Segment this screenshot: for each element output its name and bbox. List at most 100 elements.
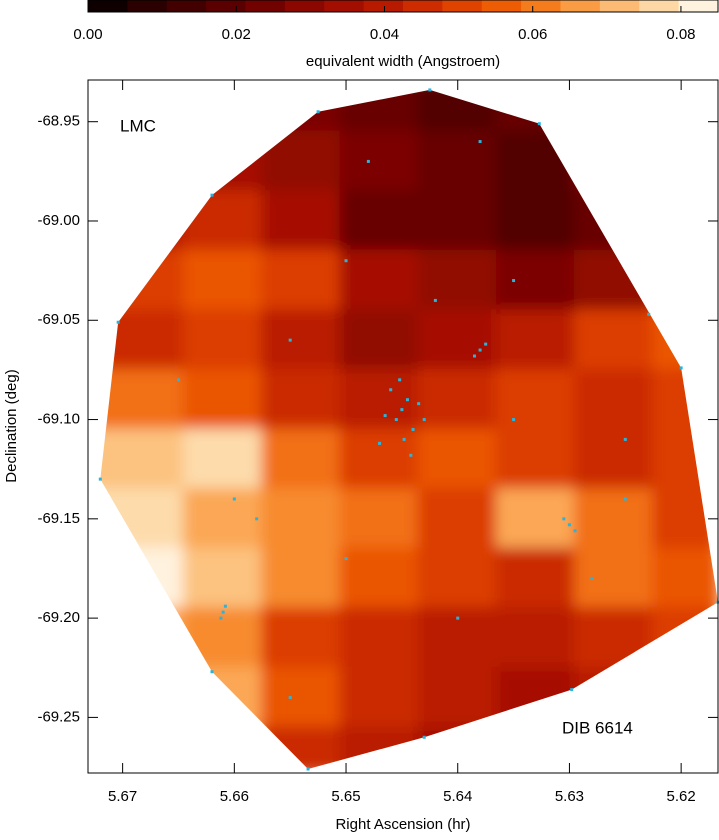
colorbar-block xyxy=(561,0,601,12)
heat-cell xyxy=(183,488,263,550)
star-point xyxy=(512,418,515,421)
star-point xyxy=(423,736,426,739)
map-area xyxy=(87,79,719,774)
heat-cell xyxy=(574,607,654,669)
colorbar-block xyxy=(246,0,286,12)
heat-cell xyxy=(87,428,185,490)
colorbar-tick-label: 0.08 xyxy=(666,26,695,43)
colorbar-block xyxy=(285,0,325,12)
star-point xyxy=(473,355,476,358)
heat-cell xyxy=(652,548,719,610)
heat-cell xyxy=(574,309,654,371)
star-point xyxy=(434,299,437,302)
heat-cell xyxy=(339,428,419,490)
star-point xyxy=(222,611,225,614)
star-point xyxy=(647,313,650,316)
x-tick-label: 5.63 xyxy=(555,788,584,805)
heat-cell xyxy=(183,309,263,371)
y-tick-label: -69.20 xyxy=(37,609,80,626)
heat-cell xyxy=(87,309,185,371)
star-point xyxy=(479,349,482,352)
heatmap xyxy=(87,79,719,774)
y-axis-label: Declination (deg) xyxy=(3,369,20,482)
star-point xyxy=(384,414,387,417)
heat-cell xyxy=(418,369,498,431)
star-point xyxy=(406,398,409,401)
colorbar-block xyxy=(364,0,404,12)
heat-cell xyxy=(183,667,263,729)
annotation: LMC xyxy=(120,116,156,135)
x-tick-label: 5.62 xyxy=(667,788,696,805)
heat-cell xyxy=(87,250,185,312)
heat-cell xyxy=(652,250,719,312)
heat-cell xyxy=(496,369,576,431)
star-point xyxy=(417,402,420,405)
star-point xyxy=(224,605,227,608)
colorbar-block xyxy=(600,0,640,12)
heat-cell xyxy=(652,79,719,133)
colorbar-block xyxy=(679,0,719,12)
star-point xyxy=(456,617,459,620)
heat-cell xyxy=(87,369,185,431)
star-point xyxy=(255,517,258,520)
heat-cell xyxy=(339,488,419,550)
star-point xyxy=(484,343,487,346)
heat-cell xyxy=(183,607,263,669)
star-point xyxy=(177,378,180,381)
star-point xyxy=(512,279,515,282)
heat-cell xyxy=(261,190,341,252)
heat-cell xyxy=(339,726,419,774)
heat-cell xyxy=(574,428,654,490)
x-tick-label: 5.65 xyxy=(331,788,360,805)
heat-cell xyxy=(339,79,419,133)
heat-cell xyxy=(418,309,498,371)
heat-cell xyxy=(496,190,576,252)
heat-cell xyxy=(496,131,576,193)
y-tick-label: -68.95 xyxy=(37,113,80,130)
heat-cell xyxy=(574,548,654,610)
heat-cell xyxy=(261,548,341,610)
heat-cell xyxy=(261,131,341,193)
heat-cell xyxy=(496,548,576,610)
colorbar-block xyxy=(482,0,522,12)
colorbar-block xyxy=(403,0,443,12)
heat-cell xyxy=(183,726,263,774)
y-tick-label: -69.25 xyxy=(37,708,80,725)
heat-cell xyxy=(261,369,341,431)
star-point xyxy=(423,418,426,421)
star-point xyxy=(412,428,415,431)
star-point xyxy=(389,388,392,391)
star-point xyxy=(219,617,222,620)
heat-cell xyxy=(652,369,719,431)
colorbar-block xyxy=(127,0,167,12)
heat-cell xyxy=(339,131,419,193)
colorbar-block xyxy=(639,0,679,12)
star-point xyxy=(317,110,320,113)
y-tick-label: -69.10 xyxy=(37,411,80,428)
heat-cell xyxy=(339,309,419,371)
x-tick-label: 5.67 xyxy=(108,788,137,805)
heat-cell xyxy=(574,131,654,193)
heat-cell xyxy=(652,667,719,729)
star-point xyxy=(479,140,482,143)
star-point xyxy=(400,408,403,411)
star-point xyxy=(233,497,236,500)
heat-cell xyxy=(418,548,498,610)
star-point xyxy=(590,577,593,580)
y-tick-label: -69.00 xyxy=(37,212,80,229)
colorbar-block xyxy=(521,0,561,12)
star-point xyxy=(345,259,348,262)
heat-cell xyxy=(183,548,263,610)
star-point xyxy=(210,670,213,673)
star-point xyxy=(210,194,213,197)
star-point xyxy=(395,418,398,421)
star-point xyxy=(345,557,348,560)
star-point xyxy=(562,517,565,520)
heat-cell xyxy=(574,190,654,252)
colorbar-tick-label: 0.04 xyxy=(370,26,399,43)
star-point xyxy=(568,523,571,526)
colorbar-tick-label: 0.06 xyxy=(518,26,547,43)
heat-cell xyxy=(87,548,185,610)
